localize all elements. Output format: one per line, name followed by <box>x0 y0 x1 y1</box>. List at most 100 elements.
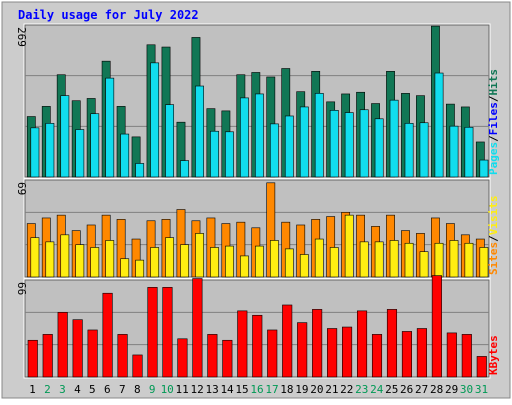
x-tick-label-day-29: 29 <box>445 383 458 396</box>
bar-kbytes-day-3 <box>57 312 68 378</box>
y-max-label-1: 269 <box>15 27 28 47</box>
y-max-label-2: 69 <box>15 182 28 195</box>
bar-files-day-8 <box>135 163 145 178</box>
x-tick-label-day-19: 19 <box>295 383 308 396</box>
bar-files-day-30 <box>464 126 474 178</box>
bar-sites-day-27 <box>419 251 429 278</box>
bar-kbytes-day-4 <box>72 319 83 378</box>
outer-frame-shadow <box>1 1 511 399</box>
bar-kbytes-day-12 <box>192 278 203 378</box>
bar-sites-day-2 <box>45 241 55 278</box>
bar-sites-day-12 <box>195 233 204 278</box>
bar-sites-day-23 <box>359 241 369 278</box>
x-tick-label-day-28: 28 <box>430 383 443 396</box>
x-tick-label-day-15: 15 <box>235 383 248 396</box>
legend-3: KBytes <box>487 335 500 375</box>
bar-files-day-31 <box>479 159 489 178</box>
bar-files-day-14 <box>225 131 234 178</box>
legend-entry-kbytes: KBytes <box>487 335 500 375</box>
bar-files-day-5 <box>90 113 100 178</box>
bar-files-day-17 <box>269 123 279 178</box>
bar-sites-day-1 <box>30 237 40 278</box>
x-tick-label-day-1: 1 <box>29 383 36 396</box>
legend-separator: / <box>487 235 500 242</box>
chart-title: Daily usage for July 2022 <box>18 8 199 22</box>
bar-sites-day-29 <box>449 240 459 278</box>
x-tick-label-day-16: 16 <box>250 383 263 396</box>
bar-sites-day-13 <box>210 247 219 278</box>
bar-files-day-18 <box>284 115 294 178</box>
bar-files-day-19 <box>299 106 309 178</box>
bar-files-day-1 <box>30 127 40 178</box>
bar-kbytes-day-18 <box>282 304 293 378</box>
x-tick-label-day-9: 9 <box>149 383 156 396</box>
bar-files-day-21 <box>329 110 339 178</box>
x-tick-label-day-6: 6 <box>104 383 111 396</box>
bar-kbytes-day-9 <box>147 287 158 378</box>
bar-kbytes-day-15 <box>237 310 248 378</box>
x-tick-label-day-3: 3 <box>59 383 66 396</box>
bar-files-day-7 <box>120 133 130 178</box>
x-tick-label-day-4: 4 <box>74 383 81 396</box>
bar-sites-day-22 <box>344 214 354 278</box>
bar-kbytes-day-25 <box>386 309 398 378</box>
legend-entry-pages: Pages <box>487 142 500 175</box>
bar-sites-day-8 <box>135 259 145 278</box>
x-tick-label-day-24: 24 <box>370 383 384 396</box>
y-max-label-3: 66 <box>15 282 28 295</box>
legend-2: Sites/Visits <box>487 196 500 276</box>
x-tick-label-day-17: 17 <box>265 383 278 396</box>
bar-kbytes-day-5 <box>87 329 98 378</box>
bar-sites-day-7 <box>120 258 130 278</box>
bar-sites-day-6 <box>105 240 115 278</box>
bar-sites-day-17 <box>269 240 279 278</box>
bar-files-day-12 <box>195 85 204 178</box>
bar-sites-day-20 <box>314 238 324 278</box>
bar-sites-day-19 <box>299 254 309 278</box>
legend-1: Pages/Files/Hits <box>487 69 500 175</box>
bar-files-day-3 <box>60 95 70 178</box>
bar-sites-day-15 <box>240 255 249 278</box>
bar-kbytes-day-20 <box>312 309 323 378</box>
bar-files-day-22 <box>344 112 354 178</box>
bar-kbytes-day-19 <box>297 322 308 378</box>
bar-kbytes-day-8 <box>132 354 143 378</box>
bar-kbytes-day-21 <box>327 328 338 378</box>
bar-sites-day-14 <box>225 245 234 278</box>
bar-sites-day-24 <box>374 241 384 278</box>
bar-sites-day-26 <box>404 242 414 278</box>
bar-kbytes-day-10 <box>162 287 173 378</box>
panel-2: 69 Sites/Visits <box>15 178 500 279</box>
x-tick-label-day-14: 14 <box>220 383 234 396</box>
bar-kbytes-day-28 <box>431 275 442 378</box>
x-tick-label-day-7: 7 <box>119 383 126 396</box>
bar-kbytes-day-6 <box>102 292 113 378</box>
panel-1: 269 Pages/Files/Hits <box>15 23 500 179</box>
x-tick-label-day-22: 22 <box>340 383 353 396</box>
bar-kbytes-day-29 <box>446 332 457 378</box>
x-tick-label-day-26: 26 <box>400 383 413 396</box>
x-tick-label-day-12: 12 <box>191 383 204 396</box>
legend-separator: / <box>487 95 500 102</box>
panels: 269 Pages/Files/Hits 69 Sites/Visits 66 KByte… <box>15 23 500 379</box>
bar-files-day-2 <box>45 123 55 178</box>
x-tick-label-day-8: 8 <box>134 383 141 396</box>
bar-files-day-4 <box>75 129 85 178</box>
legend-entry-visits: Visits <box>487 196 500 236</box>
x-tick-label-day-5: 5 <box>89 383 96 396</box>
bar-sites-day-3 <box>60 234 70 278</box>
bar-kbytes-day-14 <box>222 339 233 378</box>
x-tick-label-day-20: 20 <box>310 383 323 396</box>
bar-sites-day-4 <box>75 244 85 278</box>
bar-kbytes-day-16 <box>252 314 263 378</box>
x-tick-label-day-27: 27 <box>415 383 428 396</box>
legend-separator: / <box>487 135 500 142</box>
bar-kbytes-day-13 <box>207 334 218 378</box>
panel-3: 66 KBytes <box>15 275 500 379</box>
bar-files-day-6 <box>105 77 115 178</box>
x-tick-label-day-11: 11 <box>176 383 189 396</box>
bar-files-day-9 <box>150 62 160 178</box>
bar-sites-day-28 <box>434 242 444 278</box>
